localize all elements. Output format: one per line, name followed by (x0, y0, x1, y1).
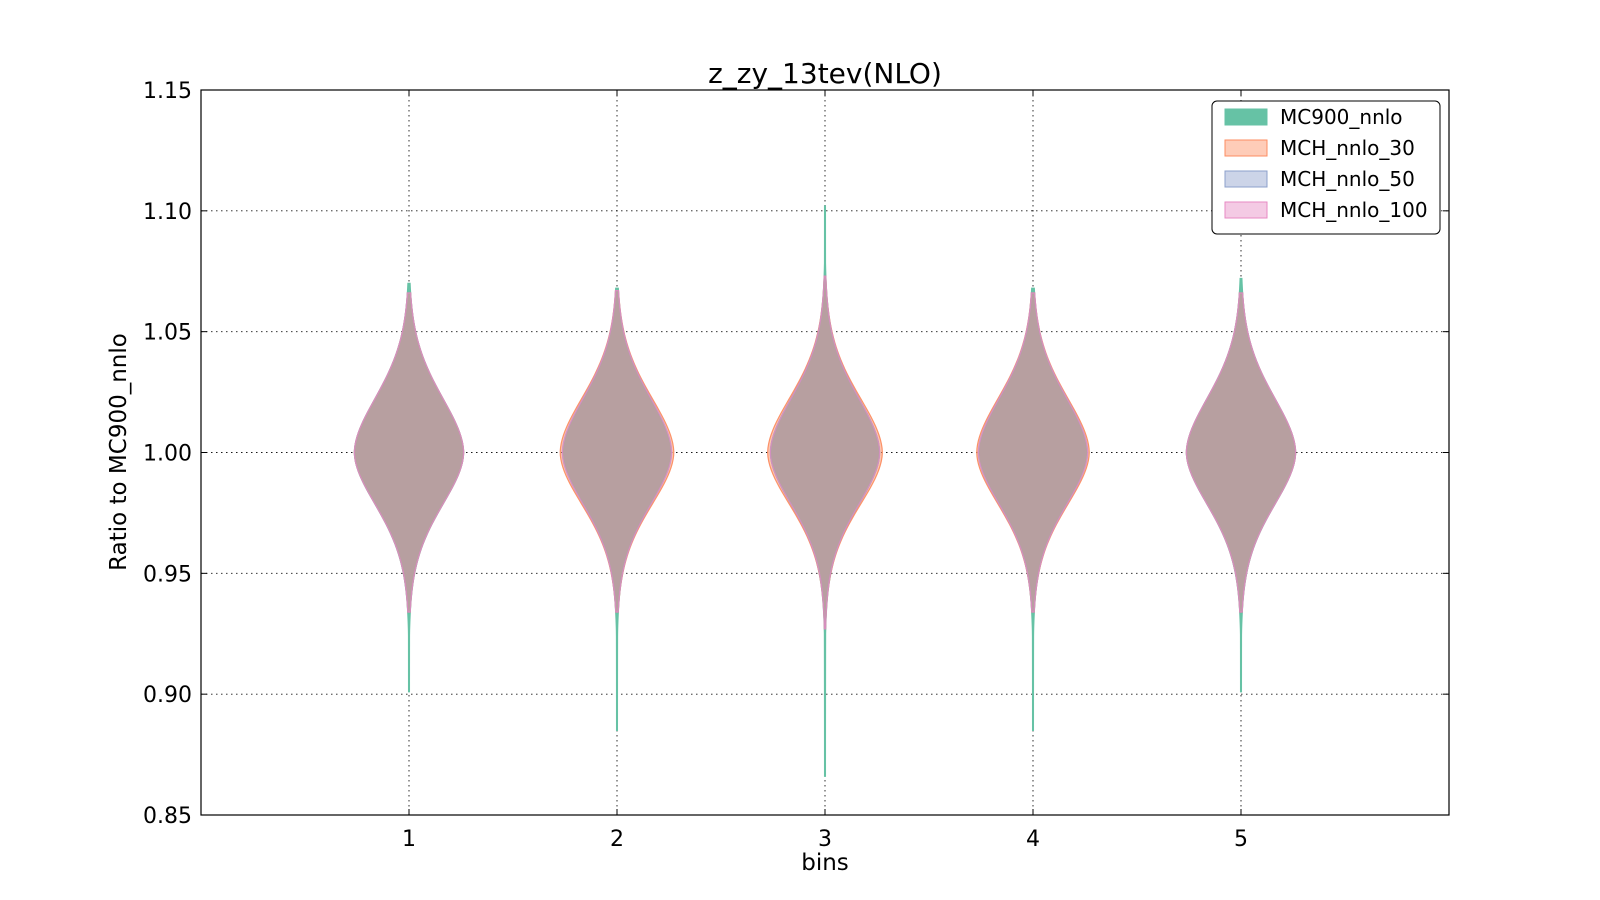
legend-swatch-mc900-nnlo (1224, 108, 1268, 126)
violin-mch-nnlo-100-bin-5 (1185, 292, 1297, 613)
violin-mch-nnlo-100-bin-4 (977, 292, 1089, 613)
x-tick-label: 4 (1026, 827, 1040, 852)
violin-mch-nnlo-100-bin-3 (769, 275, 881, 630)
legend-label-mch-nnlo-50: MCH_nnlo_50 (1280, 167, 1415, 191)
violin-mch-nnlo-100-bin-2 (561, 289, 673, 613)
violin-mch-nnlo-100-bin-1 (353, 292, 465, 613)
tick-layer: 0.85 0.90 0.95 1.00 1.05 1.10 1.15 1 2 3 4 5 (143, 79, 1449, 852)
legend-swatch-mch-nnlo-100 (1224, 201, 1268, 219)
y-tick-label: 1.05 (143, 321, 192, 346)
legend: MC900_nnlo MCH_nnlo_30 MCH_nnlo_50 MCH_nnlo… (1211, 100, 1441, 235)
y-axis-label: Ratio to MC900_nnlo (106, 333, 132, 571)
legend-label-mch-nnlo-30: MCH_nnlo_30 (1280, 136, 1415, 160)
y-tick-label: 0.90 (143, 683, 192, 708)
x-axis-label: bins (801, 850, 849, 876)
legend-swatch-mch-nnlo-50 (1224, 170, 1268, 188)
x-tick-label: 2 (610, 827, 624, 852)
legend-items: MC900_nnlo MCH_nnlo_30 MCH_nnlo_50 MCH_nnlo… (1224, 105, 1428, 222)
legend-swatch-mch-nnlo-30 (1224, 139, 1268, 157)
y-tick-label: 0.95 (143, 562, 192, 587)
y-tick-label: 0.85 (143, 804, 192, 829)
legend-label-mch-nnlo-100: MCH_nnlo_100 (1280, 198, 1428, 222)
legend-box (1211, 100, 1441, 235)
y-tick-label: 1.15 (143, 79, 192, 104)
x-tick-label: 3 (818, 827, 832, 852)
legend-label-mc900-nnlo: MC900_nnlo (1280, 105, 1403, 129)
y-tick-label: 1.10 (143, 200, 192, 225)
y-tick-label: 1.00 (143, 442, 192, 467)
chart-title: z_zy_13tev(NLO) (708, 57, 942, 90)
x-tick-label: 1 (402, 827, 416, 852)
violin-layer (353, 205, 1297, 777)
x-tick-label: 5 (1234, 827, 1248, 852)
